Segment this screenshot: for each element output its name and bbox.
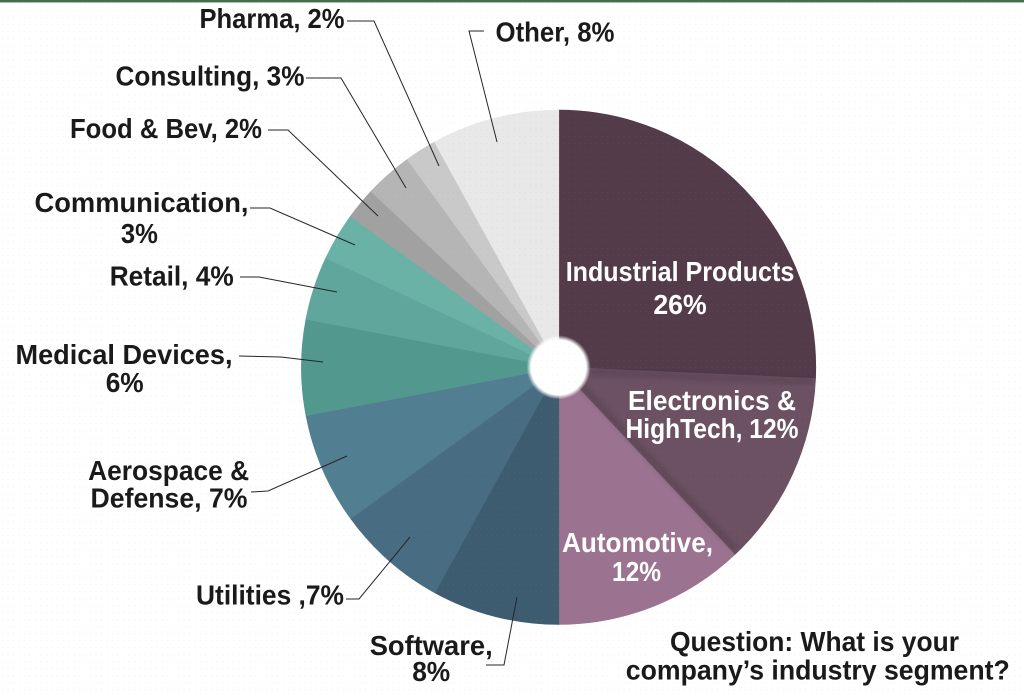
svg-text:6%: 6% xyxy=(106,367,144,398)
svg-text:8%: 8% xyxy=(412,656,450,687)
svg-text:Question: What is your: Question: What is your xyxy=(670,626,959,657)
svg-text:Retail, 4%: Retail, 4% xyxy=(110,260,234,291)
svg-text:Electronics &: Electronics & xyxy=(628,385,796,416)
svg-text:Defense, 7%: Defense, 7% xyxy=(91,483,248,514)
svg-text:Medical Devices,: Medical Devices, xyxy=(16,339,233,370)
svg-text:3%: 3% xyxy=(121,218,158,249)
svg-text:Industrial Products: Industrial Products xyxy=(566,256,795,287)
svg-text:company’s industry segment?: company’s industry segment? xyxy=(626,655,1010,686)
svg-text:Automotive,: Automotive, xyxy=(562,527,713,558)
svg-text:Aerospace &: Aerospace & xyxy=(88,455,249,486)
svg-text:12%: 12% xyxy=(612,556,661,587)
svg-text:26%: 26% xyxy=(653,289,706,320)
svg-text:Software,: Software, xyxy=(370,630,493,661)
svg-text:Pharma, 2%: Pharma, 2% xyxy=(200,3,345,34)
svg-text:Food & Bev, 2%: Food & Bev, 2% xyxy=(70,113,262,144)
svg-text:Other, 8%: Other, 8% xyxy=(496,17,615,48)
svg-text:HighTech, 12%: HighTech, 12% xyxy=(626,413,799,444)
svg-text:Communication,: Communication, xyxy=(35,187,249,218)
svg-text:Utilities ,7%: Utilities ,7% xyxy=(196,579,344,610)
svg-text:Consulting, 3%: Consulting, 3% xyxy=(116,61,305,92)
